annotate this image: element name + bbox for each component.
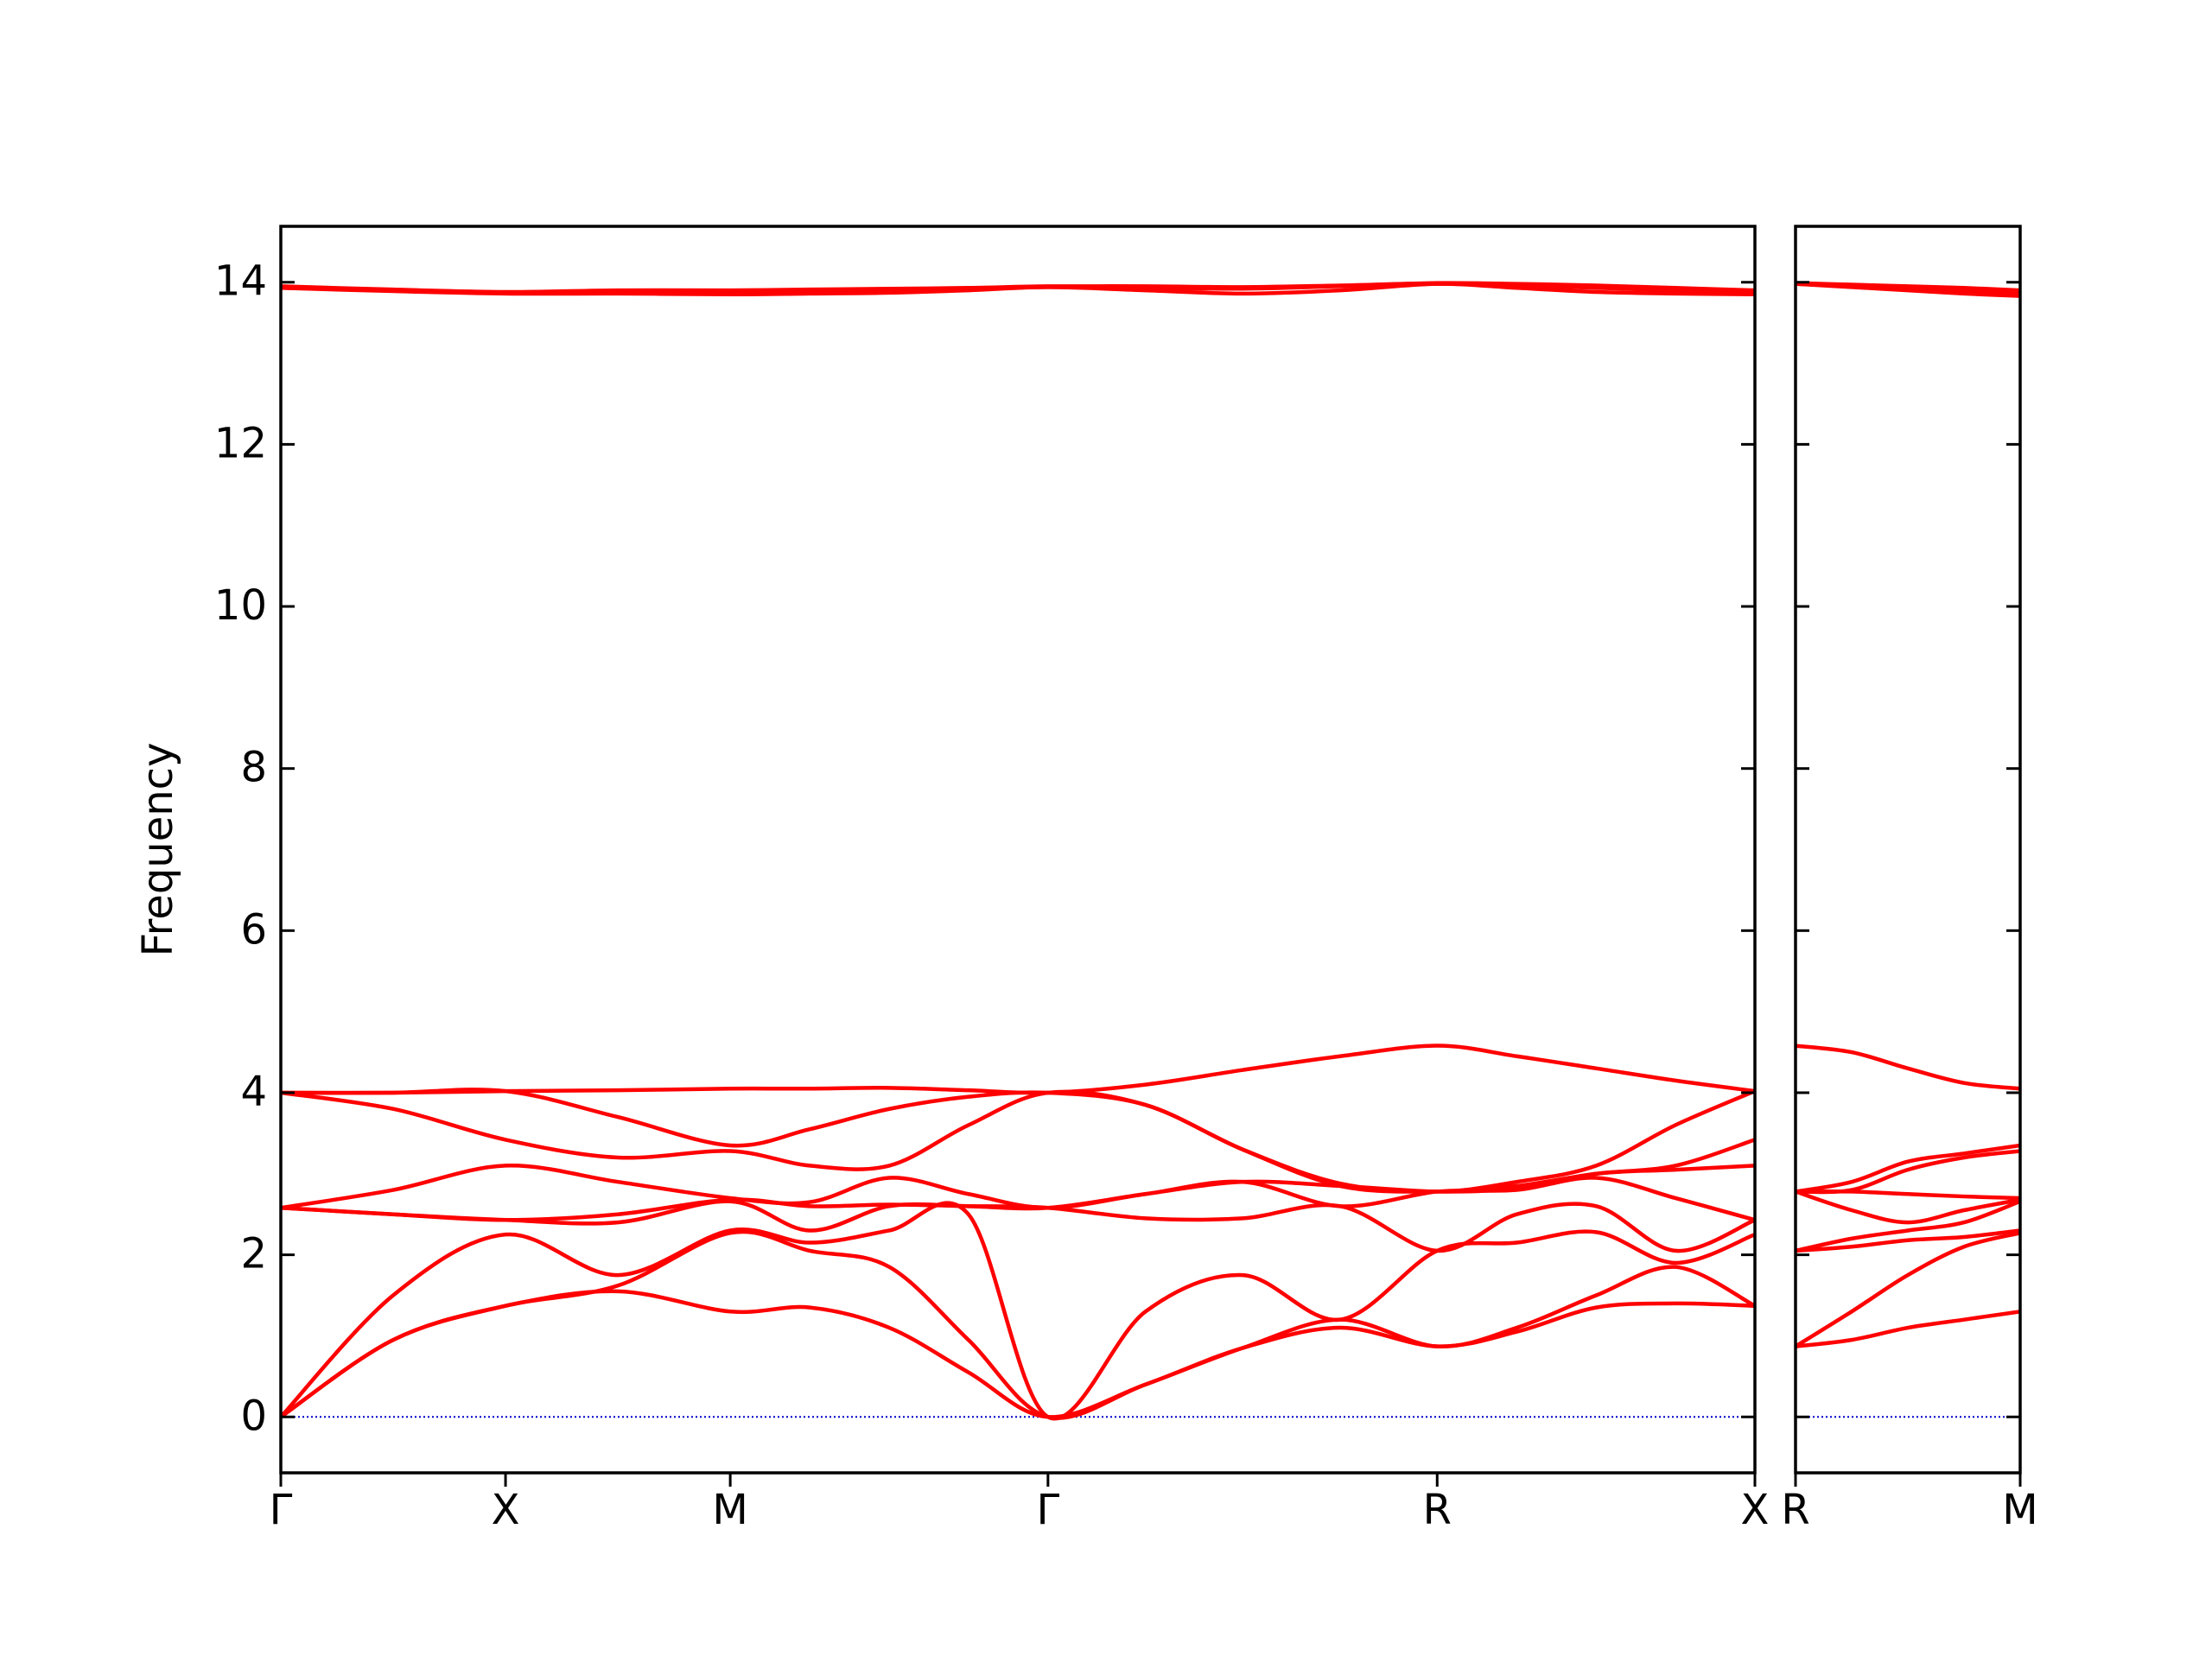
y-tick-label: 4 [240,1068,267,1116]
x-tick-label: R [1781,1486,1809,1534]
band-line [1796,1228,2020,1253]
x-tick-label: M [2002,1486,2037,1534]
band-line [281,1229,1755,1420]
plot-area [1796,281,2020,1418]
band-line [1796,1231,2020,1348]
axes-frame [1794,225,2022,1475]
x-tick-label: M [712,1486,747,1534]
band-line [1796,1143,2020,1194]
y-tick-label: 8 [240,744,267,792]
y-tick-label: 0 [240,1392,267,1440]
band-line [1796,1149,2020,1195]
band-line [1796,1044,2020,1091]
band-line [281,1089,1755,1194]
y-tick-label: 10 [214,581,267,630]
y-tick-label: 6 [240,905,267,954]
x-tick-label: Γ [270,1486,293,1534]
y-tick-label: 14 [214,257,267,306]
band-line [1796,281,2020,293]
band-line [281,1044,1755,1095]
axes-frame [279,225,1757,1475]
y-tick-label: 2 [240,1230,267,1278]
band-line [281,281,1755,295]
band-line [281,1164,1755,1210]
band-line [281,1201,1755,1421]
band-line [1796,1189,2020,1225]
band-line [1796,1199,2020,1253]
x-tick-label: X [492,1486,520,1534]
x-tick-label: Γ [1036,1486,1059,1534]
y-tick-label: 12 [214,419,267,467]
y-axis-label: Frequency [134,743,182,957]
x-tick-label: X [1741,1486,1770,1534]
plot-area [281,281,1755,1421]
band-line [1796,1310,2020,1348]
x-tick-label: R [1423,1486,1452,1534]
